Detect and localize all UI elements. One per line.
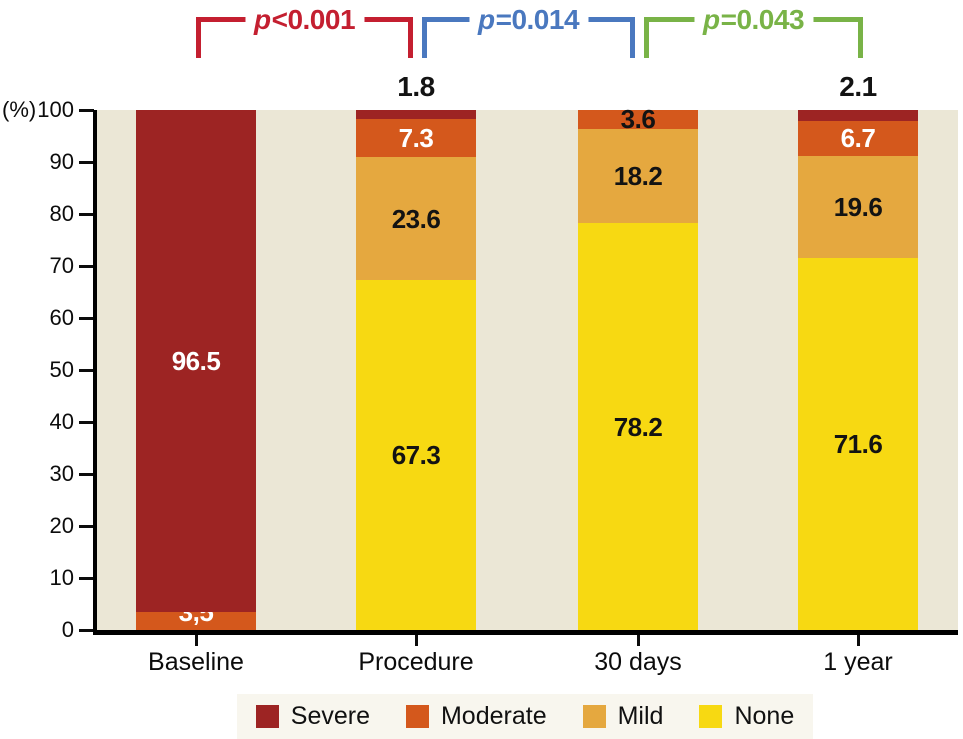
p-italic: p <box>253 4 271 35</box>
y-tick <box>79 213 94 216</box>
x-tick <box>636 635 640 646</box>
p-value-label: p=0.043 <box>693 4 814 36</box>
bar-segment-none <box>578 223 698 630</box>
x-axis-label: Procedure <box>358 648 474 676</box>
p-value-label: p<0.001 <box>244 4 365 36</box>
y-tick <box>79 109 94 112</box>
y-tick-label: 100 <box>37 97 74 122</box>
p-bracket: p<0.001 <box>196 4 413 58</box>
legend-label: Moderate <box>440 702 547 730</box>
y-tick-label: 30 <box>49 461 74 486</box>
bar-segment-mild <box>578 128 698 224</box>
p-italic: p <box>702 4 720 35</box>
y-tick <box>79 473 94 476</box>
legend-item: Severe <box>255 702 370 730</box>
y-axis-unit-label: (%) <box>2 97 37 122</box>
y-tick <box>79 629 94 632</box>
y-tick <box>79 369 94 372</box>
legend-swatch-moderate <box>405 705 429 728</box>
x-tick <box>194 635 198 646</box>
x-axis-label: 1 year <box>823 648 893 676</box>
p-bracket: p=0.014 <box>422 4 635 58</box>
bar-segment-mild <box>356 157 476 281</box>
y-tick <box>79 421 94 424</box>
y-tick <box>79 577 94 580</box>
bar-segment-none <box>798 257 918 630</box>
legend-swatch-mild <box>582 705 606 728</box>
y-tick <box>79 161 94 164</box>
legend-swatch-none <box>699 705 723 728</box>
above-bar-label: 1.8 <box>397 71 435 102</box>
y-tick-label: 70 <box>49 253 74 278</box>
legend-item: None <box>699 704 794 729</box>
bar-segment-severe <box>356 110 476 120</box>
legend-item: Moderate <box>405 702 547 730</box>
x-tick <box>856 635 860 646</box>
p-italic: p <box>477 4 495 35</box>
bar-segment-moderate <box>798 120 918 156</box>
above-bar-label: 2.1 <box>839 71 877 102</box>
y-tick-label: 20 <box>49 513 74 538</box>
bar-segment-mild <box>798 155 918 258</box>
x-axis-label: 30 days <box>594 648 682 676</box>
bar-segment-moderate <box>578 110 698 129</box>
y-tick-label: 0 <box>61 617 74 642</box>
legend-swatch-severe <box>255 705 279 728</box>
y-tick-label: 50 <box>49 357 74 382</box>
legend-item: Mild <box>582 702 664 730</box>
bar-procedure: 67.3 23.6 7.3 <box>356 110 476 630</box>
bar-baseline: 3,5 96.5 <box>136 110 256 630</box>
bar-segment-severe <box>798 110 918 121</box>
legend-label: Severe <box>290 702 370 730</box>
y-tick-label: 40 <box>49 409 74 434</box>
y-tick-label: 80 <box>49 201 74 226</box>
y-tick-label: 90 <box>49 149 74 174</box>
bar-segment-none <box>356 280 476 630</box>
y-tick <box>79 265 94 268</box>
bar-segment-severe <box>136 110 256 612</box>
bar-30-days: 78.2 18.2 3.6 <box>578 105 698 630</box>
y-tick <box>79 525 94 528</box>
p-value-label: p=0.014 <box>468 4 589 36</box>
y-tick <box>79 317 94 320</box>
legend-label: None <box>734 702 795 730</box>
legend-label: Mild <box>617 702 664 730</box>
y-tick-label: 60 <box>49 305 74 330</box>
bar-segment-moderate <box>136 611 256 630</box>
x-axis-label: Baseline <box>148 648 244 676</box>
y-tick-label: 10 <box>49 565 74 590</box>
bar-1-year: 71.6 19.6 6.7 <box>798 110 918 630</box>
x-tick <box>414 635 418 646</box>
p-bracket: p=0.043 <box>644 4 863 58</box>
legend: Severe Moderate Mild None <box>237 694 813 739</box>
plot-area: 3,5 96.5 67.3 23.6 7.3 78.2 18.2 3.6 71.6 19.6 6.7 <box>93 105 958 635</box>
bar-segment-moderate <box>356 119 476 158</box>
